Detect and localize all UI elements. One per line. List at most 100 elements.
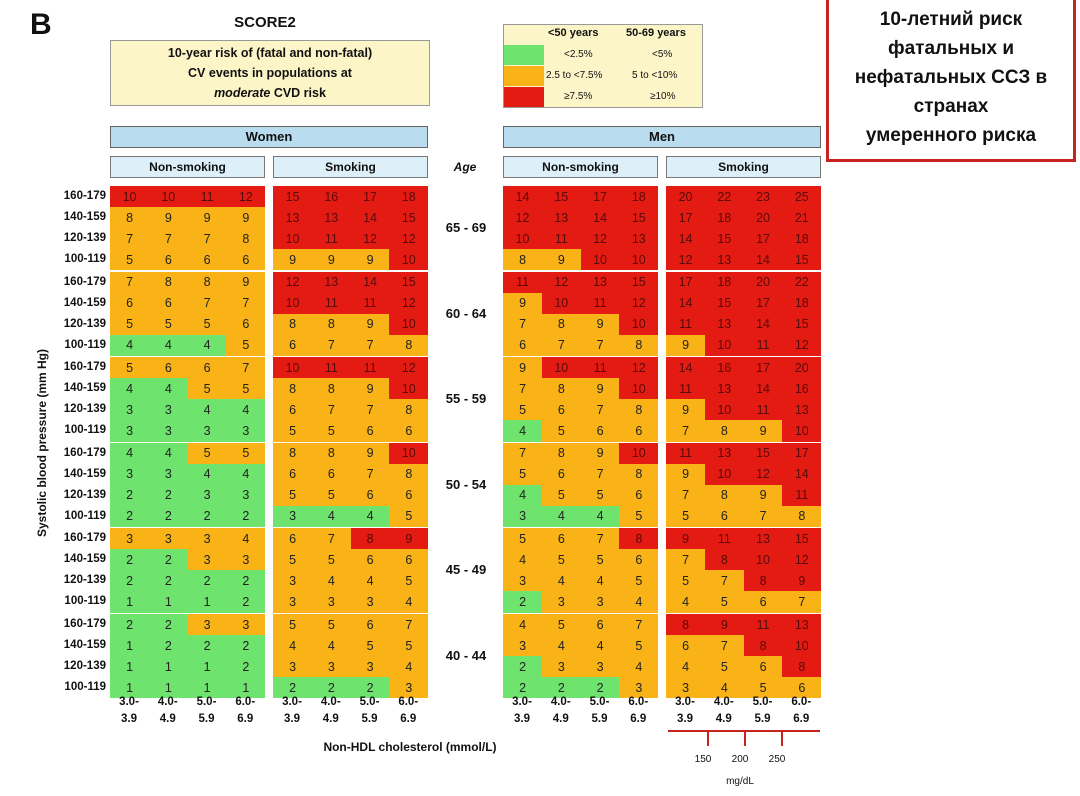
risk-cell-women-smoking-60-64-sbp-100-119-chol-6-0: 8 [389,334,429,356]
legend-swatch-red [504,87,544,107]
men-nonsmoking-header: Non-smoking [503,156,658,178]
risk-cell-men-smoking-65-69-sbp-160-179-chol-3-0: 20 [666,186,706,208]
risk-cell-men-smoking-45-49-sbp-160-179-chol-4-0: 11 [704,528,744,550]
risk-cell-women-smoking-50-54-sbp-120-139-chol-3-0: 5 [273,484,313,507]
risk-cell-men-smoking-65-69-sbp-100-119-chol-6-0: 15 [782,249,822,271]
risk-cell-women-smoking-50-54-sbp-160-179-chol-3-0: 8 [273,442,313,465]
risk-cell-women-non-smoking-50-54-sbp-160-179-chol-4-0: 4 [148,442,188,465]
risk-cell-men-non-smoking-60-64-sbp-120-139-chol-4-0: 8 [541,313,581,335]
risk-cell-men-smoking-40-44-sbp-160-179-chol-3-0: 8 [666,614,706,636]
risk-cell-men-non-smoking-65-69-sbp-160-179-chol-5-0: 17 [580,186,620,208]
risk-cell-women-non-smoking-65-69-sbp-140-159-chol-4-0: 9 [148,207,188,229]
risk-cell-women-non-smoking-50-54-sbp-160-179-chol-6-0: 5 [226,442,266,465]
risk-cell-women-non-smoking-55-59-sbp-160-179-chol-4-0: 6 [148,357,188,379]
risk-cell-men-smoking-50-54-sbp-120-139-chol-4-0: 8 [704,484,744,507]
risk-cell-women-non-smoking-40-44-sbp-100-119-chol-6-0: 1 [226,677,266,699]
risk-cell-men-smoking-55-59-sbp-120-139-chol-3-0: 9 [666,399,706,421]
risk-cell-women-smoking-65-69-sbp-120-139-chol-3-0: 10 [273,228,313,250]
age-header: Age [453,160,477,174]
risk-cell-women-smoking-50-54-sbp-160-179-chol-4-0: 8 [311,442,351,465]
risk-cell-men-smoking-40-44-sbp-100-119-chol-3-0: 3 [666,677,706,699]
risk-cell-women-non-smoking-55-59-sbp-160-179-chol-6-0: 7 [226,357,266,379]
risk-cell-men-non-smoking-50-54-sbp-100-119-chol-4-0: 4 [541,505,581,528]
risk-cell-women-smoking-65-69-sbp-100-119-chol-6-0: 10 [389,249,429,271]
risk-cell-men-non-smoking-60-64-sbp-120-139-chol-6-0: 10 [619,313,659,335]
risk-cell-women-non-smoking-50-54-sbp-120-139-chol-6-0: 3 [226,484,266,507]
risk-cell-women-non-smoking-50-54-sbp-140-159-chol-3-0: 3 [110,463,150,486]
risk-cell-women-non-smoking-40-44-sbp-120-139-chol-4-0: 1 [148,656,188,678]
risk-cell-women-smoking-65-69-sbp-140-159-chol-6-0: 15 [389,207,429,229]
sbp-row-label: 140-159 [63,296,106,309]
risk-cell-women-non-smoking-55-59-sbp-100-119-chol-6-0: 3 [226,420,266,442]
risk-cell-women-non-smoking-60-64-sbp-100-119-chol-6-0: 5 [226,334,266,356]
risk-cell-men-smoking-60-64-sbp-140-159-chol-6-0: 18 [782,292,822,314]
risk-cell-men-smoking-65-69-sbp-100-119-chol-3-0: 12 [666,249,706,271]
risk-cell-women-non-smoking-60-64-sbp-100-119-chol-3-0: 4 [110,334,150,356]
risk-cell-men-non-smoking-60-64-sbp-160-179-chol-3-0: 11 [503,271,543,293]
risk-cell-men-non-smoking-50-54-sbp-140-159-chol-5-0: 7 [580,463,620,486]
men-header: Men [503,126,821,148]
risk-cell-women-smoking-50-54-sbp-100-119-chol-6-0: 5 [389,505,429,528]
sbp-row-label: 140-159 [63,553,106,566]
risk-cell-men-non-smoking-60-64-sbp-120-139-chol-3-0: 7 [503,313,543,335]
risk-cell-men-smoking-60-64-sbp-160-179-chol-5-0: 20 [743,271,783,293]
risk-cell-women-smoking-45-49-sbp-160-179-chol-4-0: 7 [311,528,351,550]
risk-cell-women-smoking-45-49-sbp-100-119-chol-4-0: 3 [311,591,351,613]
risk-cell-men-smoking-45-49-sbp-120-139-chol-4-0: 7 [704,570,744,592]
risk-cell-women-non-smoking-65-69-sbp-120-139-chol-4-0: 7 [148,228,188,250]
risk-cell-women-non-smoking-60-64-sbp-140-159-chol-4-0: 6 [148,292,188,314]
risk-cell-women-non-smoking-45-49-sbp-120-139-chol-5-0: 2 [187,570,227,592]
risk-cell-women-smoking-50-54-sbp-140-159-chol-6-0: 8 [389,463,429,486]
risk-cell-women-smoking-50-54-sbp-140-159-chol-5-0: 7 [350,463,390,486]
risk-cell-men-non-smoking-60-64-sbp-100-119-chol-4-0: 7 [541,334,581,356]
risk-cell-men-smoking-60-64-sbp-160-179-chol-3-0: 17 [666,271,706,293]
risk-cell-men-non-smoking-65-69-sbp-100-119-chol-6-0: 10 [619,249,659,271]
risk-cell-men-smoking-60-64-sbp-100-119-chol-6-0: 12 [782,334,822,356]
risk-cell-men-non-smoking-50-54-sbp-160-179-chol-6-0: 10 [619,442,659,465]
risk-cell-women-smoking-50-54-sbp-120-139-chol-6-0: 6 [389,484,429,507]
risk-cell-men-smoking-45-49-sbp-120-139-chol-3-0: 5 [666,570,706,592]
risk-cell-men-non-smoking-60-64-sbp-160-179-chol-4-0: 12 [541,271,581,293]
risk-cell-women-smoking-50-54-sbp-120-139-chol-4-0: 5 [311,484,351,507]
risk-cell-women-smoking-65-69-sbp-100-119-chol-4-0: 9 [311,249,351,271]
risk-cell-women-smoking-45-49-sbp-100-119-chol-5-0: 3 [350,591,390,613]
risk-cell-women-non-smoking-60-64-sbp-160-179-chol-5-0: 8 [187,271,227,293]
sbp-row-label: 120-139 [63,317,106,330]
risk-cell-women-smoking-65-69-sbp-140-159-chol-5-0: 14 [350,207,390,229]
risk-cell-men-smoking-45-49-sbp-160-179-chol-3-0: 9 [666,528,706,550]
mg-unit-label: mg/dL [726,776,754,787]
risk-cell-men-non-smoking-40-44-sbp-140-159-chol-6-0: 5 [619,635,659,657]
sbp-row-label: 120-139 [63,403,106,416]
risk-cell-women-smoking-60-64-sbp-160-179-chol-4-0: 13 [311,271,351,293]
risk-cell-women-non-smoking-65-69-sbp-120-139-chol-6-0: 8 [226,228,266,250]
risk-cell-men-non-smoking-40-44-sbp-140-159-chol-5-0: 4 [580,635,620,657]
risk-cell-men-non-smoking-50-54-sbp-160-179-chol-4-0: 8 [541,442,581,465]
risk-cell-men-smoking-45-49-sbp-100-119-chol-5-0: 6 [743,591,783,613]
risk-cell-women-non-smoking-60-64-sbp-120-139-chol-4-0: 5 [148,313,188,335]
sbp-row-label: 160-179 [63,275,106,288]
risk-cell-women-smoking-55-59-sbp-100-119-chol-5-0: 6 [350,420,390,442]
note-line-2: фатальных и [887,38,1015,59]
risk-cell-women-smoking-40-44-sbp-120-139-chol-3-0: 3 [273,656,313,678]
risk-cell-men-non-smoking-40-44-sbp-160-179-chol-5-0: 6 [580,614,620,636]
risk-cell-women-non-smoking-55-59-sbp-100-119-chol-5-0: 3 [187,420,227,442]
risk-cell-women-non-smoking-45-49-sbp-140-159-chol-4-0: 2 [148,549,188,571]
risk-cell-women-non-smoking-65-69-sbp-100-119-chol-4-0: 6 [148,249,188,271]
risk-cell-women-smoking-45-49-sbp-160-179-chol-6-0: 9 [389,528,429,550]
risk-cell-men-non-smoking-40-44-sbp-100-119-chol-4-0: 2 [541,677,581,699]
risk-cell-men-non-smoking-40-44-sbp-100-119-chol-6-0: 3 [619,677,659,699]
risk-cell-women-smoking-65-69-sbp-120-139-chol-4-0: 11 [311,228,351,250]
risk-cell-women-non-smoking-45-49-sbp-120-139-chol-6-0: 2 [226,570,266,592]
risk-cell-men-non-smoking-40-44-sbp-100-119-chol-5-0: 2 [580,677,620,699]
risk-cell-men-smoking-40-44-sbp-100-119-chol-4-0: 4 [704,677,744,699]
risk-cell-men-smoking-40-44-sbp-140-159-chol-5-0: 8 [743,635,783,657]
risk-cell-men-non-smoking-45-49-sbp-100-119-chol-6-0: 4 [619,591,659,613]
risk-cell-women-smoking-45-49-sbp-100-119-chol-6-0: 4 [389,591,429,613]
risk-cell-women-smoking-55-59-sbp-160-179-chol-3-0: 10 [273,357,313,379]
risk-cell-women-smoking-60-64-sbp-120-139-chol-4-0: 8 [311,313,351,335]
risk-cell-women-smoking-65-69-sbp-100-119-chol-3-0: 9 [273,249,313,271]
risk-cell-men-smoking-65-69-sbp-100-119-chol-5-0: 14 [743,249,783,271]
risk-cell-men-smoking-55-59-sbp-140-159-chol-5-0: 14 [743,378,783,400]
risk-cell-women-non-smoking-60-64-sbp-160-179-chol-6-0: 9 [226,271,266,293]
risk-cell-women-non-smoking-50-54-sbp-100-119-chol-3-0: 2 [110,505,150,528]
